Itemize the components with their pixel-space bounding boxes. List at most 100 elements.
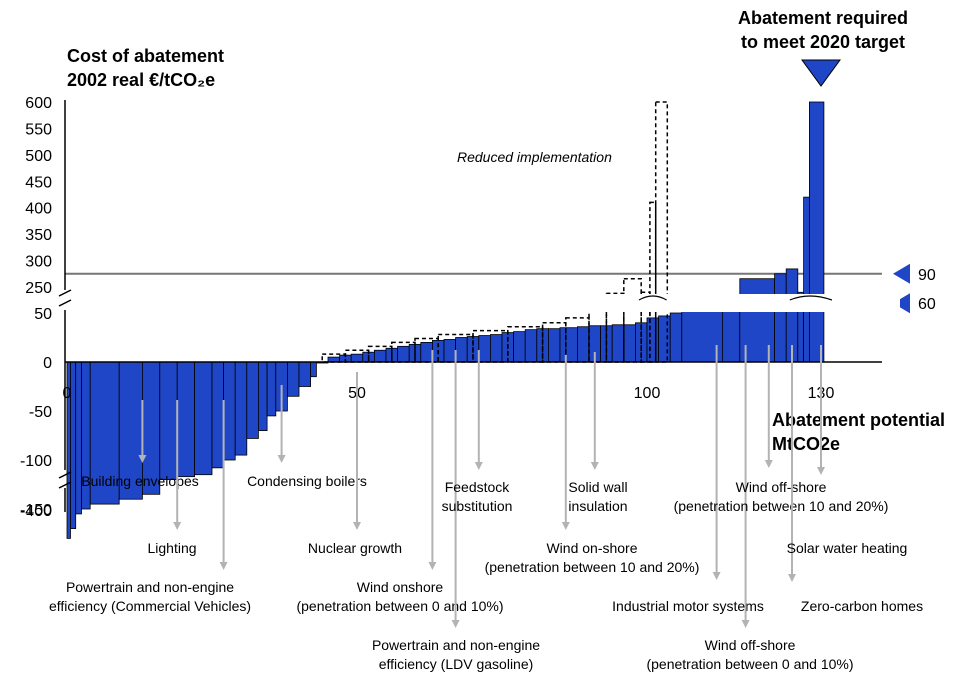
annotation-arrowhead-icon-nuclear-growth [353, 522, 361, 530]
annotation-arrowhead-icon-lighting [173, 522, 182, 530]
annotation-arrowhead-icon-solar-water-heating [817, 467, 825, 475]
bar-4 [89, 361, 120, 505]
reference-arrow-icon-90 [893, 263, 910, 284]
annotation-label-wind-offshore-0-10: Wind off-shore [705, 637, 796, 653]
bar-40 [548, 328, 561, 363]
annotation-label-nuclear-growth: Nuclear growth [308, 540, 402, 556]
y-axis-title-line1: Cost of abatement [67, 46, 224, 66]
bar-18 [298, 361, 312, 387]
bar-13 [246, 361, 259, 439]
bar-11 [223, 361, 236, 461]
annotation-arrowhead-icon-wind-offshore-10-20 [764, 460, 773, 468]
annotation-label-wind-onshore-0-10: (penetration between 0 and 10%) [296, 598, 503, 614]
bar-58 [809, 101, 825, 363]
annotation-label-wind-onshore-10-20: (penetration between 10 and 20%) [485, 559, 700, 575]
bar-8 [176, 361, 195, 478]
axis-break-mark-reduced [638, 295, 667, 301]
y-tick-label: 0 [43, 355, 52, 372]
bar-45 [611, 324, 625, 363]
bar-17 [286, 361, 300, 397]
annotation-arrowhead-icon-condensing-boilers [277, 455, 286, 463]
bar-7 [159, 361, 178, 480]
y-tick-label-bottom: -400 [20, 503, 52, 520]
annotation-label-feedstock-substitution: Feedstock [445, 479, 511, 495]
annotation-label-wind-onshore-0-10: Wind onshore [357, 579, 444, 595]
bar-42 [577, 326, 590, 363]
y-tick-label: 600 [25, 95, 52, 112]
bar-9 [194, 361, 213, 476]
reference-arrow-icon-60 [893, 293, 910, 314]
annotation-label-wind-offshore-0-10: (penetration between 0 and 10%) [646, 656, 853, 672]
target-marker-icon [801, 59, 841, 87]
annotation-label-lighting: Lighting [147, 540, 196, 556]
annotation-label-zero-carbon-homes: Zero-carbon homes [801, 598, 923, 614]
annotation-label-wind-onshore-10-20: Wind on-shore [546, 540, 637, 556]
y-tick-label: -50 [29, 404, 52, 421]
y-tick-label: 450 [25, 174, 52, 191]
bar-38 [524, 329, 538, 363]
y-tick-label: 300 [25, 254, 52, 271]
bar-19 [310, 361, 317, 378]
bar-50 [669, 312, 683, 363]
annotation-arrowhead-icon-feedstock-substitution [474, 462, 483, 470]
x-tick-label: 0 [63, 385, 72, 402]
annotation-arrowhead-icon-powertrain-cv [219, 562, 228, 570]
axis-break-mark-main [789, 295, 833, 301]
y-tick-label: 50 [34, 306, 52, 323]
annotation-arrowhead-icon-building-envelopes [138, 455, 147, 463]
annotation-label-feedstock-substitution: substitution [442, 498, 513, 514]
annotation-label-powertrain-cv: Powertrain and non-engine [66, 579, 234, 595]
annotation-arrowhead-icon-zero-carbon-homes [788, 574, 796, 582]
annotation-label-powertrain-ldv: efficiency (LDV gasoline) [379, 656, 534, 672]
y-tick-label: 550 [25, 121, 52, 138]
bar-29 [420, 341, 433, 363]
bar-27 [397, 345, 410, 363]
bar-54 [774, 273, 787, 363]
bar-49 [658, 315, 671, 363]
bar-57 [803, 196, 810, 363]
annotation-label-wind-offshore-10-20: (penetration between 10 and 20%) [674, 498, 889, 514]
bar-2 [75, 361, 82, 515]
annotation-label-solid-wall-insulation: insulation [568, 498, 627, 514]
x-axis-title-line2: MtCO2e [772, 434, 840, 454]
annotation-label-condensing-boilers: Condensing boilers [247, 473, 367, 489]
reference-label-60: 60 [918, 296, 936, 313]
annotation-label-powertrain-ldv: Powertrain and non-engine [372, 637, 540, 653]
annotation-arrowhead-icon-solid-wall-insulation [590, 462, 599, 470]
annotation-arrowhead-icon-wind-onshore-10-20 [561, 522, 570, 530]
axis-break-gap [40, 294, 900, 312]
target-label-line1: Abatement required [738, 8, 908, 28]
bar-15 [266, 361, 277, 417]
x-axis-title-line1: Abatement potential [772, 410, 945, 430]
y-axis-title-line2: 2002 real €/tCO₂e [67, 70, 215, 90]
annotation-label-solar-water-heating: Solar water heating [787, 540, 908, 556]
bar-25 [373, 349, 387, 363]
bar-37 [513, 331, 526, 363]
y-tick-label: 350 [25, 227, 52, 244]
bar-10 [211, 361, 224, 469]
annotation-label-powertrain-cv: efficiency (Commercial Vehicles) [49, 598, 251, 614]
y-tick-label: -100 [20, 453, 52, 470]
annotation-arrowhead-icon-powertrain-ldv [451, 620, 460, 628]
bar-35 [489, 334, 503, 363]
y-tick-label: 400 [25, 201, 52, 218]
bar-12 [234, 361, 248, 456]
x-tick-label: 100 [634, 385, 661, 402]
y-tick-label: 250 [25, 280, 52, 297]
y-axis-break-icon-lower [58, 471, 72, 489]
reduced-bar-8 [541, 322, 567, 363]
annotation-label-solid-wall-insulation: Solid wall [568, 479, 627, 495]
annotation-arrowhead-icon-wind-onshore-0-10 [428, 562, 437, 570]
bar-32 [455, 337, 468, 363]
annotation-arrowhead-icon-wind-offshore-0-10 [741, 620, 750, 628]
reduced-implementation-label: Reduced implementation [457, 149, 612, 165]
bar-31 [443, 339, 456, 363]
annotation-label-industrial-motor-systems: Industrial motor systems [612, 598, 764, 614]
annotation-label-wind-offshore-10-20: Wind off-shore [736, 479, 827, 495]
target-label-line2: to meet 2020 target [741, 32, 905, 52]
reduced-bar-1 [344, 349, 370, 363]
bar-23 [350, 353, 364, 363]
annotation-label-building-envelopes: Building envelopes [81, 473, 199, 489]
y-tick-label: -150 [20, 502, 52, 519]
